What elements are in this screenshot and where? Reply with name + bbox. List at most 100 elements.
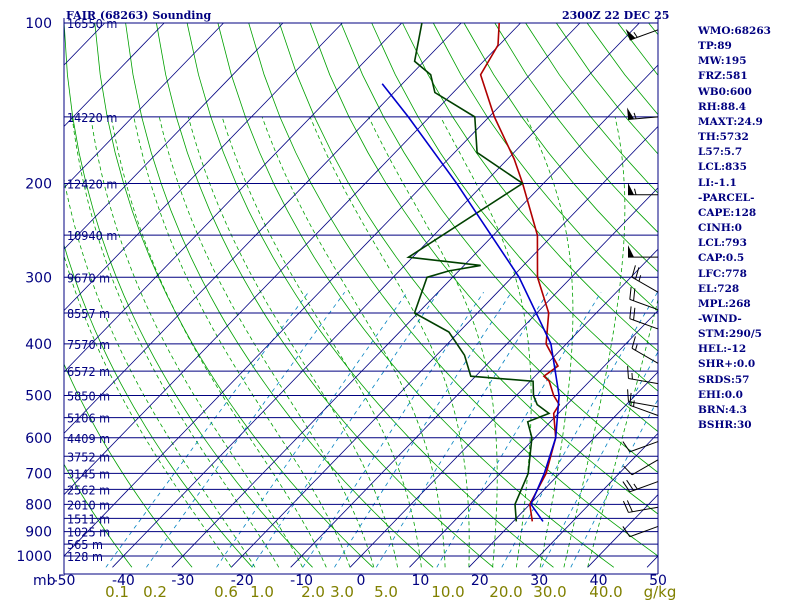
- isotherm: [64, 22, 403, 373]
- isotherm: [349, 248, 658, 568]
- mixing-ratio-line: [302, 291, 484, 568]
- dry-adiabat: [64, 363, 193, 568]
- mixing-ratio-tick-label: 5.0: [374, 583, 398, 600]
- barb-half: [634, 188, 637, 195]
- isotherm: [64, 22, 343, 312]
- isotherm: [468, 371, 658, 568]
- mixing-ratio-line: [216, 291, 408, 568]
- dry-adiabat: [64, 463, 133, 568]
- stat-item: -WIND-: [698, 312, 742, 325]
- isotherm: [64, 22, 521, 496]
- barb-half: [633, 112, 637, 119]
- dry-adiabat: [248, 22, 658, 557]
- stat-item: SRDS:57: [698, 373, 750, 386]
- barb-half: [633, 400, 635, 407]
- dry-adiabat: [340, 22, 658, 433]
- temperature-tick-label: 30: [530, 573, 548, 589]
- stat-item: STM:290/5: [698, 328, 762, 341]
- dry-adiabat: [279, 22, 658, 515]
- mixing-ratio-line: [105, 291, 309, 568]
- isotherm: [290, 187, 658, 568]
- barb-half: [638, 275, 642, 282]
- mixing-ratio-line: [541, 351, 658, 568]
- isotherm: [64, 22, 284, 250]
- stat-item: WB0:600: [698, 85, 752, 98]
- stat-item: CINH:0: [698, 222, 742, 235]
- isotherm: [409, 309, 658, 568]
- wind-barb: [628, 182, 658, 196]
- wind-barb: [622, 500, 659, 513]
- dry-adiabat: [64, 243, 253, 568]
- pressure-tick-label: 800: [25, 497, 52, 513]
- temperature-tick-label: -20: [231, 573, 254, 589]
- mixing-ratio-tick-label: 10.0: [431, 583, 464, 600]
- barb-full: [622, 481, 631, 493]
- pressure-tick-label: 100: [25, 16, 52, 32]
- height-label: 1025 m: [67, 525, 110, 540]
- barb-staff: [629, 481, 659, 493]
- mixing-ratio-tick-label: 3.0: [330, 583, 354, 600]
- parcel-line: [381, 83, 560, 522]
- pressure-tick-label: 400: [25, 337, 52, 353]
- wind-barb: [623, 459, 659, 476]
- dry-adiabat: [309, 22, 658, 473]
- stat-item: LCL:793: [698, 237, 747, 250]
- barb-flag: [625, 28, 636, 41]
- barb-full: [635, 267, 640, 280]
- stat-item: MAXT:24.9: [698, 115, 763, 128]
- barb-full: [631, 265, 636, 278]
- dewpoint-line: [406, 22, 551, 522]
- stat-item: FRZ:581: [698, 70, 748, 83]
- dry-adiabat: [156, 22, 494, 568]
- pressure-tick-label: 1000: [16, 549, 52, 565]
- height-label: 12420 m: [67, 176, 117, 191]
- isotherm: [527, 432, 658, 568]
- barb-full: [627, 366, 629, 379]
- pressure-tick-label: 200: [25, 176, 52, 192]
- stat-item: EL:728: [698, 282, 740, 295]
- barb-staff: [629, 525, 659, 538]
- temperature-tick-label: -40: [112, 573, 135, 589]
- height-label: 2562 m: [67, 482, 110, 497]
- barb-staff: [631, 347, 659, 364]
- mixing-ratio-tick-label: 0.2: [143, 583, 167, 600]
- barb-full: [626, 500, 633, 512]
- height-label: 16550 m: [67, 16, 117, 31]
- barb-staff: [628, 401, 659, 408]
- temperature-tick-label: -10: [290, 573, 313, 589]
- mixing-ratio-tick-label: 40.0: [589, 583, 622, 600]
- barb-full: [622, 441, 631, 453]
- height-label: 1511 m: [67, 511, 110, 526]
- chart-datetime: 2300Z 22 DEC 25: [562, 9, 670, 22]
- stat-item: MPL:268: [698, 297, 751, 310]
- barb-full: [633, 288, 636, 301]
- barb-staff: [628, 116, 659, 120]
- mixing-ratio-line: [501, 291, 658, 568]
- wind-barb: [628, 245, 658, 258]
- stat-item: BSHR:30: [698, 419, 752, 432]
- stat-item: LI:-1.1: [698, 176, 737, 189]
- wind-barb: [622, 441, 659, 453]
- barb-full: [629, 392, 632, 406]
- dry-adiabat: [64, 22, 313, 568]
- pressure-tick-label: 600: [25, 431, 52, 447]
- stats-panel: WMO:68263 TP:89 MW:195 FRZ:581 WB0:600 RH:88.…: [698, 24, 771, 433]
- height-label: 6572 m: [67, 364, 110, 379]
- stat-item: TH:5732: [698, 131, 749, 144]
- wind-barb: [622, 525, 659, 538]
- wind-barb: [631, 265, 659, 293]
- dry-adiabat: [186, 22, 554, 568]
- mixing-ratio-line: [334, 291, 512, 568]
- wind-barb: [627, 389, 659, 408]
- isotherm: [171, 64, 658, 568]
- chart-title: FAIR (68263) Sounding: [66, 9, 212, 22]
- stat-item: MW:195: [698, 55, 747, 68]
- pressure-tick-label: 500: [25, 389, 52, 405]
- barb-half: [635, 344, 638, 351]
- isotherm: [64, 22, 165, 128]
- barb-staff: [629, 404, 659, 416]
- isotherm: [64, 22, 581, 557]
- barb-full: [629, 306, 632, 319]
- barb-full: [622, 500, 629, 513]
